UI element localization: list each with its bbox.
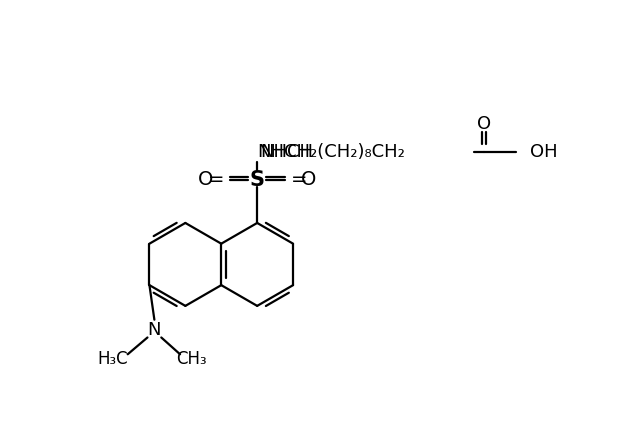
Text: NHCH₂(CH₂)₈CH₂: NHCH₂(CH₂)₈CH₂ [257, 143, 405, 161]
Text: S: S [250, 170, 265, 190]
Text: H₃C: H₃C [98, 350, 128, 368]
Text: NHCH: NHCH [260, 143, 313, 161]
Text: O: O [301, 170, 316, 189]
Text: =: = [291, 170, 307, 189]
Text: OH: OH [530, 143, 557, 161]
Text: O: O [198, 170, 214, 189]
Text: =: = [207, 170, 224, 189]
Text: O: O [477, 115, 492, 133]
Text: N: N [148, 321, 161, 339]
Text: CH₃: CH₃ [177, 350, 207, 368]
